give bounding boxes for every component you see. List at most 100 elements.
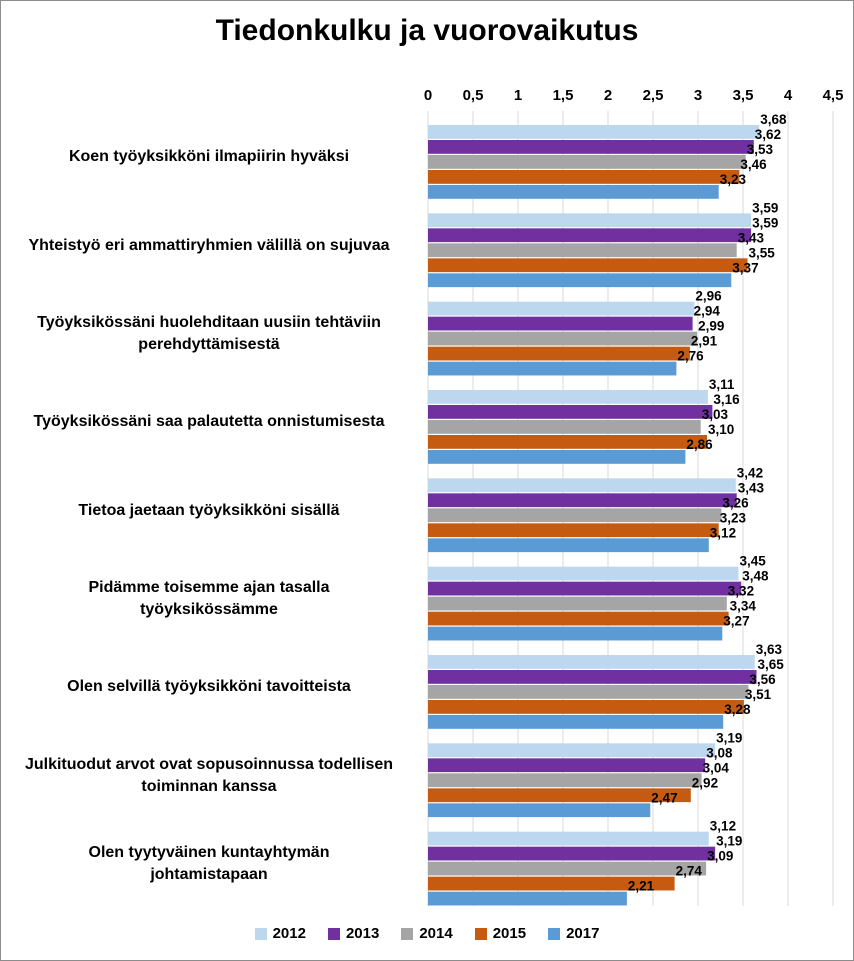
x-tick-label: 2,5	[643, 87, 664, 104]
bar-2014	[428, 596, 727, 611]
data-label: 3,23	[720, 172, 747, 187]
category-label: Tietoa jaetaan työyksikköni sisällä	[78, 501, 340, 519]
category-label: Koen työyksikköni ilmapiirin hyväksi	[68, 148, 350, 166]
category-label: Työyksikössäni huolehditaan uusiin tehtä…	[37, 313, 381, 353]
data-label: 2,74	[676, 864, 703, 879]
bar-2015	[428, 523, 719, 538]
x-tick-label: 4,5	[823, 87, 844, 104]
data-label: 3,56	[749, 672, 776, 687]
data-label: 2,91	[691, 334, 718, 349]
bar-2017	[428, 273, 732, 288]
data-label: 3,43	[738, 230, 765, 245]
bar-2014	[428, 243, 737, 258]
data-label: 3,27	[723, 614, 749, 629]
data-label: 3,26	[722, 495, 749, 510]
data-label: 3,59	[752, 200, 778, 215]
bar-2013	[428, 316, 693, 331]
legend-label: 2015	[492, 925, 527, 942]
legend-swatch	[254, 927, 267, 940]
bar-2017	[428, 538, 709, 553]
legend-swatch	[548, 927, 561, 940]
bar-2015	[428, 876, 675, 891]
bar-2015	[428, 170, 740, 184]
bar-2017	[428, 803, 651, 818]
data-label: 3,43	[738, 480, 765, 495]
bar-2013	[428, 846, 716, 861]
data-label: 3,09	[707, 849, 733, 864]
bar-2014	[428, 331, 698, 346]
bar-2013	[428, 670, 757, 684]
data-label: 3,53	[747, 142, 774, 157]
data-label: 2,47	[651, 790, 677, 805]
bar-2013	[428, 405, 713, 419]
legend-item-2017: 2017	[548, 925, 599, 942]
x-tick-label: 4	[784, 87, 793, 104]
data-label: 3,12	[710, 819, 736, 834]
bar-2013	[428, 493, 737, 508]
data-label: 3,51	[745, 687, 772, 702]
legend-swatch	[474, 927, 487, 940]
data-label: 2,21	[628, 879, 655, 894]
bar-2015	[428, 346, 690, 361]
bar-2017	[428, 715, 724, 729]
legend-label: 2012	[272, 925, 306, 942]
chart-title: Tiedonkulku ja vuorovaikutus	[215, 14, 639, 47]
bar-2012	[428, 125, 760, 139]
bar-2015	[428, 611, 729, 626]
data-label: 3,63	[756, 642, 783, 657]
bar-2015	[428, 435, 707, 449]
x-tick-label: 0	[424, 87, 432, 104]
data-label: 3,46	[740, 157, 767, 172]
data-label: 3,19	[716, 730, 742, 745]
data-label: 3,08	[706, 745, 733, 760]
category-label: Olen tyytyväinen kuntayhtymän johtamistap…	[88, 843, 330, 883]
bar-2014	[428, 773, 702, 788]
legend-label: 2017	[566, 925, 600, 942]
x-tick-label: 3,5	[733, 87, 754, 104]
legend-item-2013: 2013	[327, 925, 379, 942]
bar-2015	[428, 788, 691, 803]
data-label: 2,76	[677, 349, 704, 364]
bar-2014	[428, 155, 746, 169]
category-label: Julkituodut arvot ovat sopusoinnussa tod…	[24, 755, 394, 795]
category-label: Työyksikössäni saa palautetta onnistumis…	[33, 413, 385, 431]
data-label: 3,34	[730, 599, 757, 614]
legend: 2012 2013 2014 2015 2017	[0, 925, 854, 942]
data-label: 3,12	[710, 525, 736, 540]
bar-2017	[428, 450, 686, 464]
legend-label: 2014	[419, 925, 453, 942]
bar-2017	[428, 626, 723, 641]
data-label: 2,96	[695, 289, 722, 304]
data-label: 3,59	[752, 215, 778, 230]
data-label: 2,86	[686, 437, 713, 452]
data-label: 2,92	[692, 775, 718, 790]
legend-swatch	[327, 927, 340, 940]
bar-2013	[428, 581, 742, 596]
bar-2012	[428, 301, 695, 316]
bar-2014	[428, 861, 707, 876]
bar-2012	[428, 213, 752, 228]
data-label: 3,19	[716, 834, 742, 849]
data-label: 2,94	[694, 304, 721, 319]
data-label: 3,48	[742, 569, 769, 584]
data-label: 3,11	[709, 377, 735, 392]
bar-2017	[428, 361, 677, 376]
bar-2015	[428, 700, 744, 714]
legend-item-2014: 2014	[401, 925, 453, 942]
data-label: 3,28	[724, 702, 751, 717]
bar-2014	[428, 508, 722, 523]
data-label: 3,65	[758, 657, 785, 672]
bar-2013	[428, 228, 752, 243]
x-tick-label: 3	[694, 87, 702, 104]
category-label: Pidämme toisemme ajan tasalla työyksiköss…	[88, 578, 330, 618]
bar-2012	[428, 390, 708, 404]
legend-item-2015: 2015	[474, 925, 527, 942]
data-label: 3,32	[728, 584, 754, 599]
bar-2013	[428, 140, 754, 154]
category-label: Olen selvillä työyksikköni tavoitteista	[67, 678, 351, 696]
data-label: 3,42	[737, 465, 763, 480]
bar-2012	[428, 655, 755, 669]
bar-2017	[428, 891, 627, 906]
bar-2012	[428, 743, 716, 758]
